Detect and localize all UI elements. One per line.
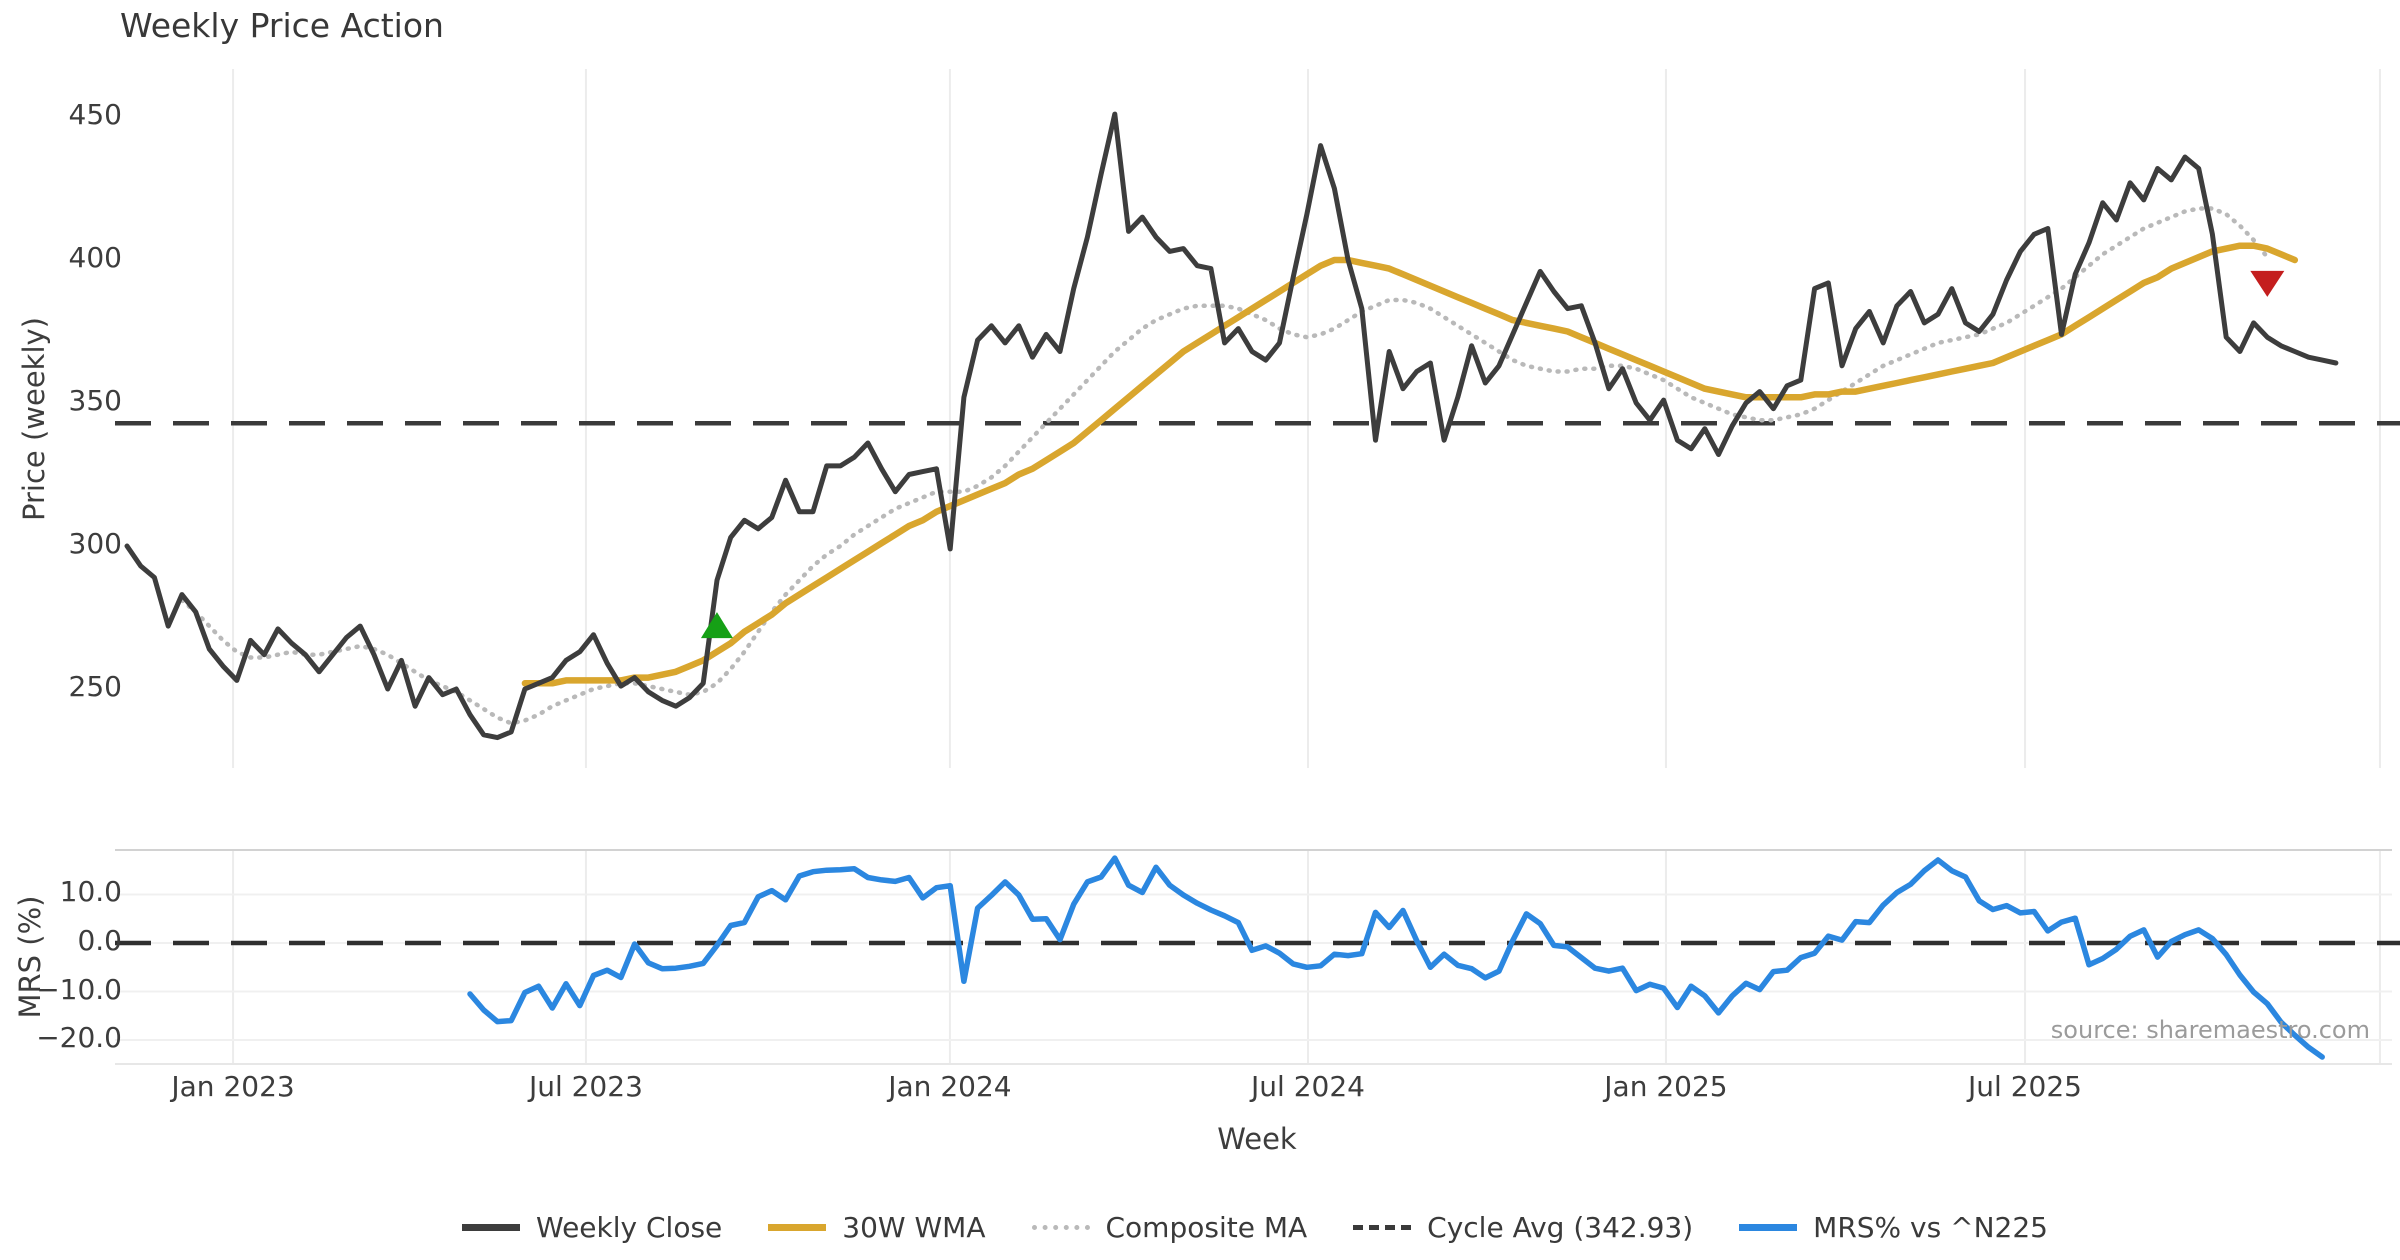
price-tick-label: 350 bbox=[68, 384, 122, 417]
week-axis-label: Week bbox=[1217, 1122, 1297, 1156]
price-tick-label: 450 bbox=[68, 98, 122, 131]
x-tick-label: Jan 2024 bbox=[888, 1070, 1012, 1103]
mrs-tick-label: 10.0 bbox=[59, 875, 122, 909]
x-tick-label: Jul 2024 bbox=[1251, 1070, 1365, 1103]
legend-label: 30W WMA bbox=[842, 1210, 986, 1244]
price-tick-label: 250 bbox=[68, 670, 122, 703]
price-tick-label: 300 bbox=[68, 527, 122, 560]
legend-swatch bbox=[1031, 1224, 1090, 1230]
legend-swatch bbox=[768, 1223, 827, 1231]
mrs-tick-label: 0.0 bbox=[77, 924, 122, 957]
series-30w-wma bbox=[521, 242, 2299, 687]
x-tick-label: Jul 2023 bbox=[528, 1070, 643, 1103]
price-tick-label: 400 bbox=[68, 241, 122, 274]
x-tick-label: Jul 2025 bbox=[1968, 1070, 2082, 1103]
source-watermark: source: sharemaestro.com bbox=[2050, 1016, 2370, 1044]
legend-item-30w-wma: 30W WMA bbox=[768, 1210, 986, 1244]
mrs-axis-label: MRS (%) bbox=[13, 895, 47, 1019]
legend-item-composite-ma: Composite MA bbox=[1031, 1210, 1308, 1244]
legend-label: Weekly Close bbox=[536, 1210, 723, 1244]
mrs-tick-label: −20.0 bbox=[36, 1021, 122, 1055]
x-tick-label: Jan 2025 bbox=[1604, 1070, 1728, 1103]
legend-swatch bbox=[462, 1223, 521, 1231]
sell-signal-marker bbox=[2250, 270, 2285, 297]
series-mrs-pct bbox=[467, 855, 2325, 1060]
legend-label: Composite MA bbox=[1105, 1210, 1308, 1244]
legend-item-weekly-close: Weekly Close bbox=[462, 1211, 722, 1244]
legend-item-cycle-avg-342-93-: Cycle Avg (342.93) bbox=[1353, 1211, 1693, 1244]
buy-signal-marker bbox=[700, 612, 733, 639]
mrs-tick-label: −10.0 bbox=[36, 972, 122, 1006]
legend-label: MRS% vs ^N225 bbox=[1813, 1210, 2048, 1244]
legend-label: Cycle Avg (342.93) bbox=[1427, 1210, 1694, 1244]
series-composite-ma bbox=[179, 206, 2270, 726]
legend-swatch bbox=[1353, 1224, 1412, 1230]
page-title: Weekly Price Action bbox=[120, 6, 444, 45]
legend-swatch bbox=[1739, 1223, 1798, 1231]
legend-item-mrs-vs-n225: MRS% vs ^N225 bbox=[1739, 1211, 2048, 1244]
chart-legend: Weekly Close 30W WMA Composite MA Cycle Avg… bbox=[110, 1198, 2400, 1256]
series-weekly-close bbox=[124, 111, 2339, 741]
x-tick-label: Jan 2023 bbox=[171, 1070, 295, 1103]
